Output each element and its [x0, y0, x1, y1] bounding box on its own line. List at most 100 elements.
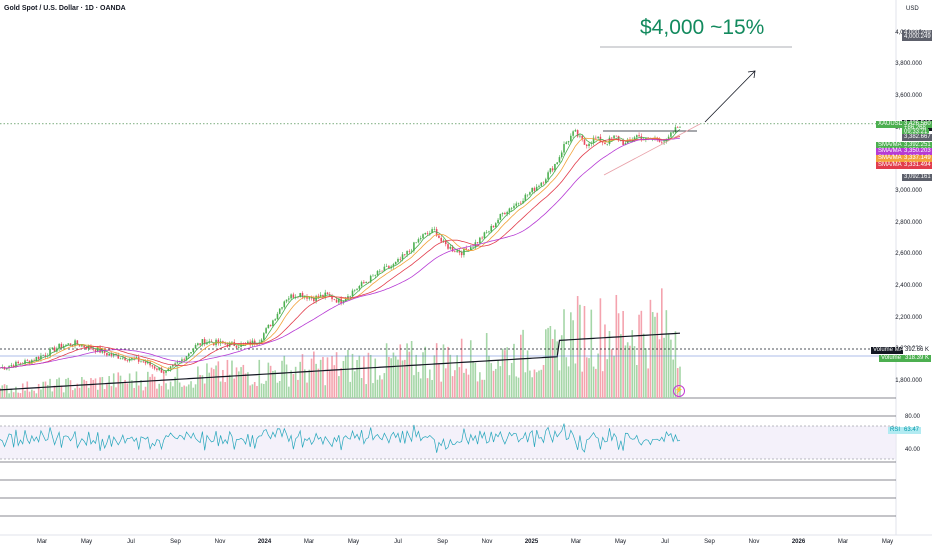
- time-tick: Jul: [127, 539, 135, 545]
- time-tick: Sep: [437, 539, 448, 545]
- volume-bar: [529, 370, 531, 398]
- candle-body: [187, 353, 190, 357]
- volume-bar: [679, 366, 681, 398]
- volume-bar: [567, 366, 570, 398]
- candle-body: [260, 339, 263, 343]
- rsi-label: RSI: [888, 427, 903, 434]
- volume-bar: [201, 375, 204, 398]
- volume-bar: [483, 379, 486, 398]
- volume-bar: [454, 370, 456, 398]
- volume-bar: [158, 383, 160, 398]
- volume-bar: [208, 372, 211, 398]
- flash-icon[interactable]: ⚡: [673, 385, 685, 397]
- volume-bar: [524, 372, 527, 398]
- volume-bar: [574, 363, 577, 398]
- candle-body: [560, 152, 563, 158]
- candle-body: [424, 232, 427, 235]
- volume-bar: [251, 384, 254, 398]
- volume-bar: [576, 296, 579, 398]
- candle-body: [547, 172, 549, 180]
- candle-body: [372, 275, 374, 277]
- volume-bar: [78, 387, 81, 398]
- candle-body: [406, 251, 408, 255]
- moving-average-line: [0, 137, 681, 369]
- volume-ma-value: 392.66 K: [903, 347, 932, 354]
- volume-value: 318.39 K: [903, 355, 932, 362]
- candle-body: [365, 282, 367, 283]
- volume-bar: [294, 366, 297, 398]
- volume-bar: [517, 377, 520, 398]
- candle-body: [417, 239, 420, 243]
- candle-body: [58, 343, 60, 349]
- time-tick: Mar: [570, 539, 582, 545]
- candle-body: [167, 369, 170, 371]
- candle-body: [449, 246, 452, 249]
- volume-bar: [460, 338, 463, 398]
- price-target-annotation[interactable]: $4,000 ~15%: [640, 16, 765, 39]
- volume-bar: [376, 379, 379, 398]
- volume-bar: [622, 310, 624, 398]
- volume-bar: [481, 379, 483, 398]
- candle-body: [353, 289, 356, 291]
- candle-body: [413, 242, 415, 251]
- volume-bar: [28, 391, 31, 398]
- candle-body: [106, 352, 108, 356]
- candle-body: [617, 136, 620, 141]
- price-label: 4,000.249: [902, 29, 932, 37]
- volume-bar: [458, 367, 461, 398]
- volume-bar: [456, 355, 458, 398]
- candle-body: [545, 179, 547, 183]
- candle-body: [224, 343, 226, 345]
- volume-bar: [67, 377, 70, 398]
- candle-body: [508, 208, 511, 213]
- volume-bar: [440, 381, 443, 398]
- candle-body: [431, 229, 433, 233]
- candle-body: [499, 213, 502, 220]
- volume-bar: [399, 344, 402, 398]
- candle-body: [135, 357, 138, 359]
- candle-body: [542, 182, 545, 184]
- volume-bar: [60, 385, 63, 398]
- candle-body: [574, 130, 577, 132]
- volume-bar: [331, 355, 333, 398]
- candle-body: [399, 258, 402, 260]
- volume-bar: [645, 348, 647, 398]
- price-tick: 3,000.000: [895, 188, 922, 195]
- volume-bar: [53, 385, 56, 398]
- volume-bar: [110, 386, 113, 398]
- candle-body: [12, 365, 15, 368]
- candle-body: [397, 258, 399, 262]
- volume-bar: [122, 382, 124, 398]
- volume-bar: [365, 384, 367, 398]
- price-tick: 2,800.000: [895, 219, 922, 226]
- volume-bar: [554, 329, 556, 398]
- candle-body: [517, 202, 520, 204]
- candle-body: [15, 361, 17, 368]
- candle-body: [667, 136, 670, 139]
- candle-body: [501, 213, 504, 214]
- volume-bar: [319, 359, 322, 398]
- candle-body: [494, 223, 497, 228]
- candle-body: [81, 344, 83, 347]
- volume-bar: [340, 368, 342, 398]
- candle-body: [640, 136, 643, 141]
- volume-bar: [272, 370, 274, 398]
- candle-body: [488, 231, 490, 233]
- volume-bar: [590, 309, 593, 398]
- volume-bar: [151, 374, 154, 398]
- candle-body: [385, 266, 388, 267]
- volume-bar: [642, 333, 645, 398]
- volume-bar: [210, 367, 213, 398]
- time-tick: Mar: [303, 539, 315, 545]
- volume-bar: [26, 381, 29, 398]
- rsi-value: 63.47: [902, 427, 922, 434]
- volume-bar: [119, 375, 122, 398]
- candle-body: [576, 130, 579, 137]
- candle-body: [128, 359, 131, 361]
- currency-label[interactable]: USD: [906, 6, 919, 12]
- volume-bar: [265, 380, 267, 398]
- volume-bar: [520, 334, 522, 398]
- candle-body: [165, 370, 167, 373]
- volume-bar: [451, 376, 454, 398]
